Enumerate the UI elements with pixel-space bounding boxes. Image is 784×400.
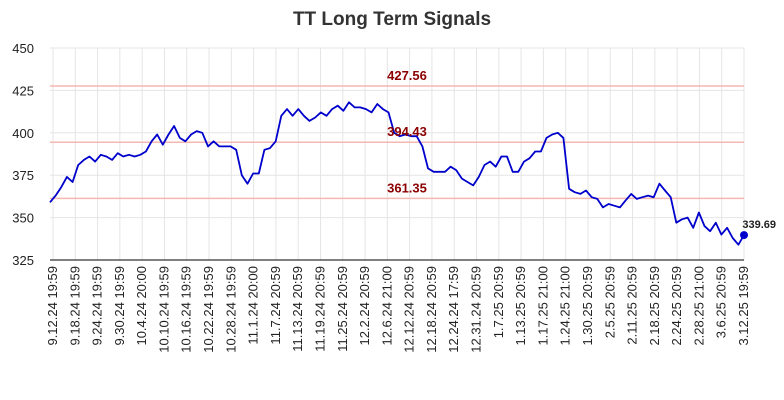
x-tick-label: 11.19.24 20:59	[312, 266, 327, 352]
y-tick-label: 425	[12, 83, 34, 98]
x-tick-label: 12.2.24 20:59	[357, 266, 372, 346]
x-tick-label: 3.6.25 20:59	[714, 266, 729, 338]
x-tick-label: 2.24.25 20:59	[669, 266, 684, 346]
x-tick-label: 1.30.25 20:59	[580, 266, 595, 346]
last-value-label: 339.69	[742, 219, 776, 231]
last-point-marker	[740, 231, 748, 240]
y-axis: 325 350 375 400 425 450	[12, 41, 34, 268]
y-tick-label: 325	[12, 253, 34, 268]
y-tick-label: 350	[12, 211, 34, 226]
x-tick-label: 2.28.25 21:00	[691, 266, 706, 346]
signal-level-label: 361.35	[387, 180, 427, 195]
signal-level-label: 427.56	[387, 68, 427, 83]
x-tick-label: 2.5.25 20:59	[602, 266, 617, 338]
x-tick-label: 10.10.24 19:59	[156, 266, 171, 353]
x-tick-label: 1.7.25 20:59	[491, 266, 506, 338]
chart-title: TT Long Term Signals	[293, 9, 491, 30]
x-tick-label: 9.12.24 19:59	[45, 266, 60, 346]
x-tick-label: 9.30.24 19:59	[112, 266, 127, 346]
price-line	[49, 101, 745, 246]
x-tick-label: 10.28.24 19:59	[223, 266, 238, 353]
y-tick-label: 375	[12, 168, 34, 183]
x-tick-label: 1.13.25 20:59	[513, 266, 528, 346]
x-tick-label: 11.1.24 20:00	[246, 266, 261, 345]
signal-level-labels: 427.56 394.43 361.35	[387, 68, 427, 195]
series-group: 339.69	[49, 101, 776, 246]
grid	[50, 47, 745, 261]
signal-level-label: 394.43	[387, 124, 427, 139]
x-tick-label: 10.22.24 19:59	[201, 266, 216, 353]
y-tick-label: 400	[12, 126, 34, 141]
x-tick-label: 12.24.24 17:59	[446, 266, 461, 353]
x-tick-label: 9.18.24 19:59	[67, 266, 82, 346]
x-tick-label: 9.24.24 19:59	[90, 266, 105, 346]
x-tick-label: 10.16.24 19:59	[179, 266, 194, 353]
x-tick-label: 2.11.25 20:59	[625, 266, 640, 345]
y-tick-label: 450	[12, 41, 34, 56]
x-tick-label: 11.7.24 20:59	[268, 266, 283, 345]
x-tick-label: 12.31.24 20:59	[469, 266, 484, 353]
x-axis: 9.12.24 19:59 9.18.24 19:59 9.24.24 19:59 9…	[45, 259, 751, 353]
x-tick-label: 1.17.25 21:00	[535, 266, 550, 346]
x-tick-label: 11.13.24 20:59	[290, 266, 305, 352]
x-tick-label: 10.4.24 20:00	[134, 266, 149, 346]
x-tick-label: 1.24.25 21:00	[558, 266, 573, 346]
x-tick-label: 12.12.24 20:59	[402, 266, 417, 353]
x-tick-label: 12.18.24 20:59	[424, 266, 439, 353]
x-tick-label: 2.18.25 20:59	[647, 266, 662, 346]
x-tick-label: 3.12.25 19:59	[736, 266, 751, 346]
x-tick-label: 12.6.24 21:00	[379, 266, 394, 346]
x-tick-label: 11.25.24 20:59	[335, 266, 350, 352]
